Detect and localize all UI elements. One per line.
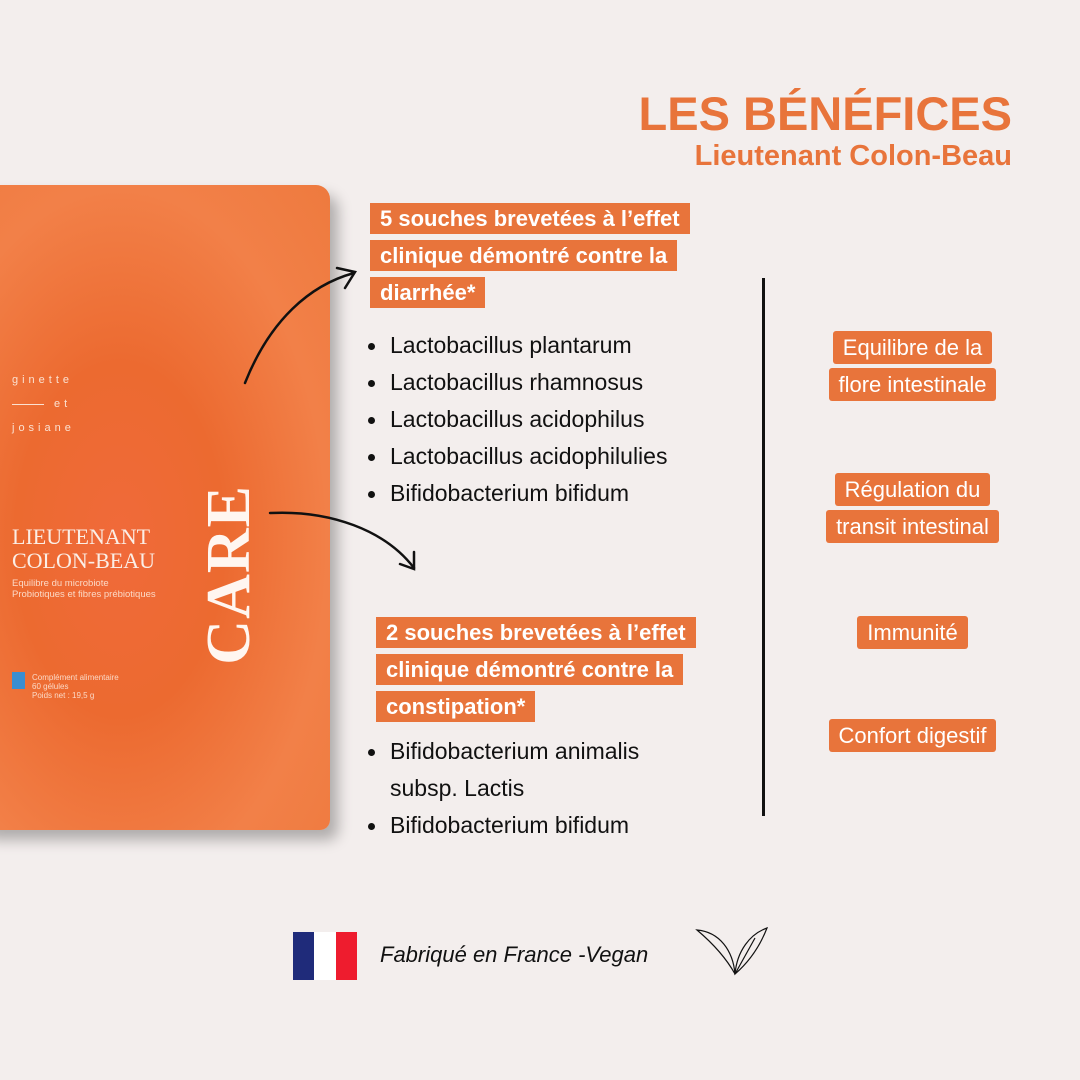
benefit-badge: Equilibre de la flore intestinale bbox=[790, 329, 1035, 403]
list-item: Lactobacillus acidophilulies bbox=[366, 438, 667, 475]
france-flag-icon bbox=[293, 932, 357, 980]
list-item: Lactobacillus plantarum bbox=[366, 327, 667, 364]
product-info: Complément alimentaire 60 gélules Poids ne… bbox=[32, 673, 119, 700]
list-item: Bifidobacterium bifidum bbox=[366, 807, 726, 844]
product-name: LIEUTENANT COLON-BEAU bbox=[12, 524, 155, 573]
arrow-up-icon bbox=[243, 271, 356, 385]
title: LES BÉNÉFICES bbox=[638, 87, 1012, 140]
section2-heading: 2 souches brevetées à l’effet clinique d… bbox=[376, 614, 736, 725]
footer-text: Fabriqué en France -Vegan bbox=[380, 942, 649, 967]
list-item: Lactobacillus acidophilus bbox=[366, 401, 667, 438]
brand-logo: ginette et josiane bbox=[12, 374, 75, 434]
list-item: Lactobacillus rhamnosus bbox=[366, 364, 667, 401]
page-title: LES BÉNÉFICES Lieutenant Colon-Beau bbox=[638, 87, 1012, 173]
list-item: Bifidobacterium bifidum bbox=[366, 475, 667, 512]
benefit-badge: Confort digestif bbox=[790, 717, 1035, 754]
product-package: ginette et josiane LIEUTENANT COLON-BEAU … bbox=[0, 185, 330, 830]
list-item: Bifidobacterium animalis subsp. Lactis bbox=[366, 733, 706, 807]
intestine-icon bbox=[12, 672, 25, 689]
benefit-badge: Régulation du transit intestinal bbox=[790, 471, 1035, 545]
leaf-icon bbox=[695, 926, 769, 976]
arrow-up-head bbox=[335, 266, 357, 290]
section2-list: Bifidobacterium animalis subsp. Lactis B… bbox=[366, 733, 726, 844]
section1-list: Lactobacillus plantarum Lactobacillus rh… bbox=[366, 327, 667, 512]
section1-heading: 5 souches brevetées à l’effet clinique d… bbox=[370, 200, 730, 311]
product-subtitle: Equilibre du microbiote Probiotiques et f… bbox=[12, 578, 156, 600]
benefit-badge: Immunité bbox=[790, 614, 1035, 651]
divider bbox=[762, 278, 765, 816]
arrow-down-icon bbox=[268, 511, 416, 570]
subtitle: Lieutenant Colon-Beau bbox=[694, 140, 1012, 172]
arrow-down-head bbox=[398, 550, 416, 571]
